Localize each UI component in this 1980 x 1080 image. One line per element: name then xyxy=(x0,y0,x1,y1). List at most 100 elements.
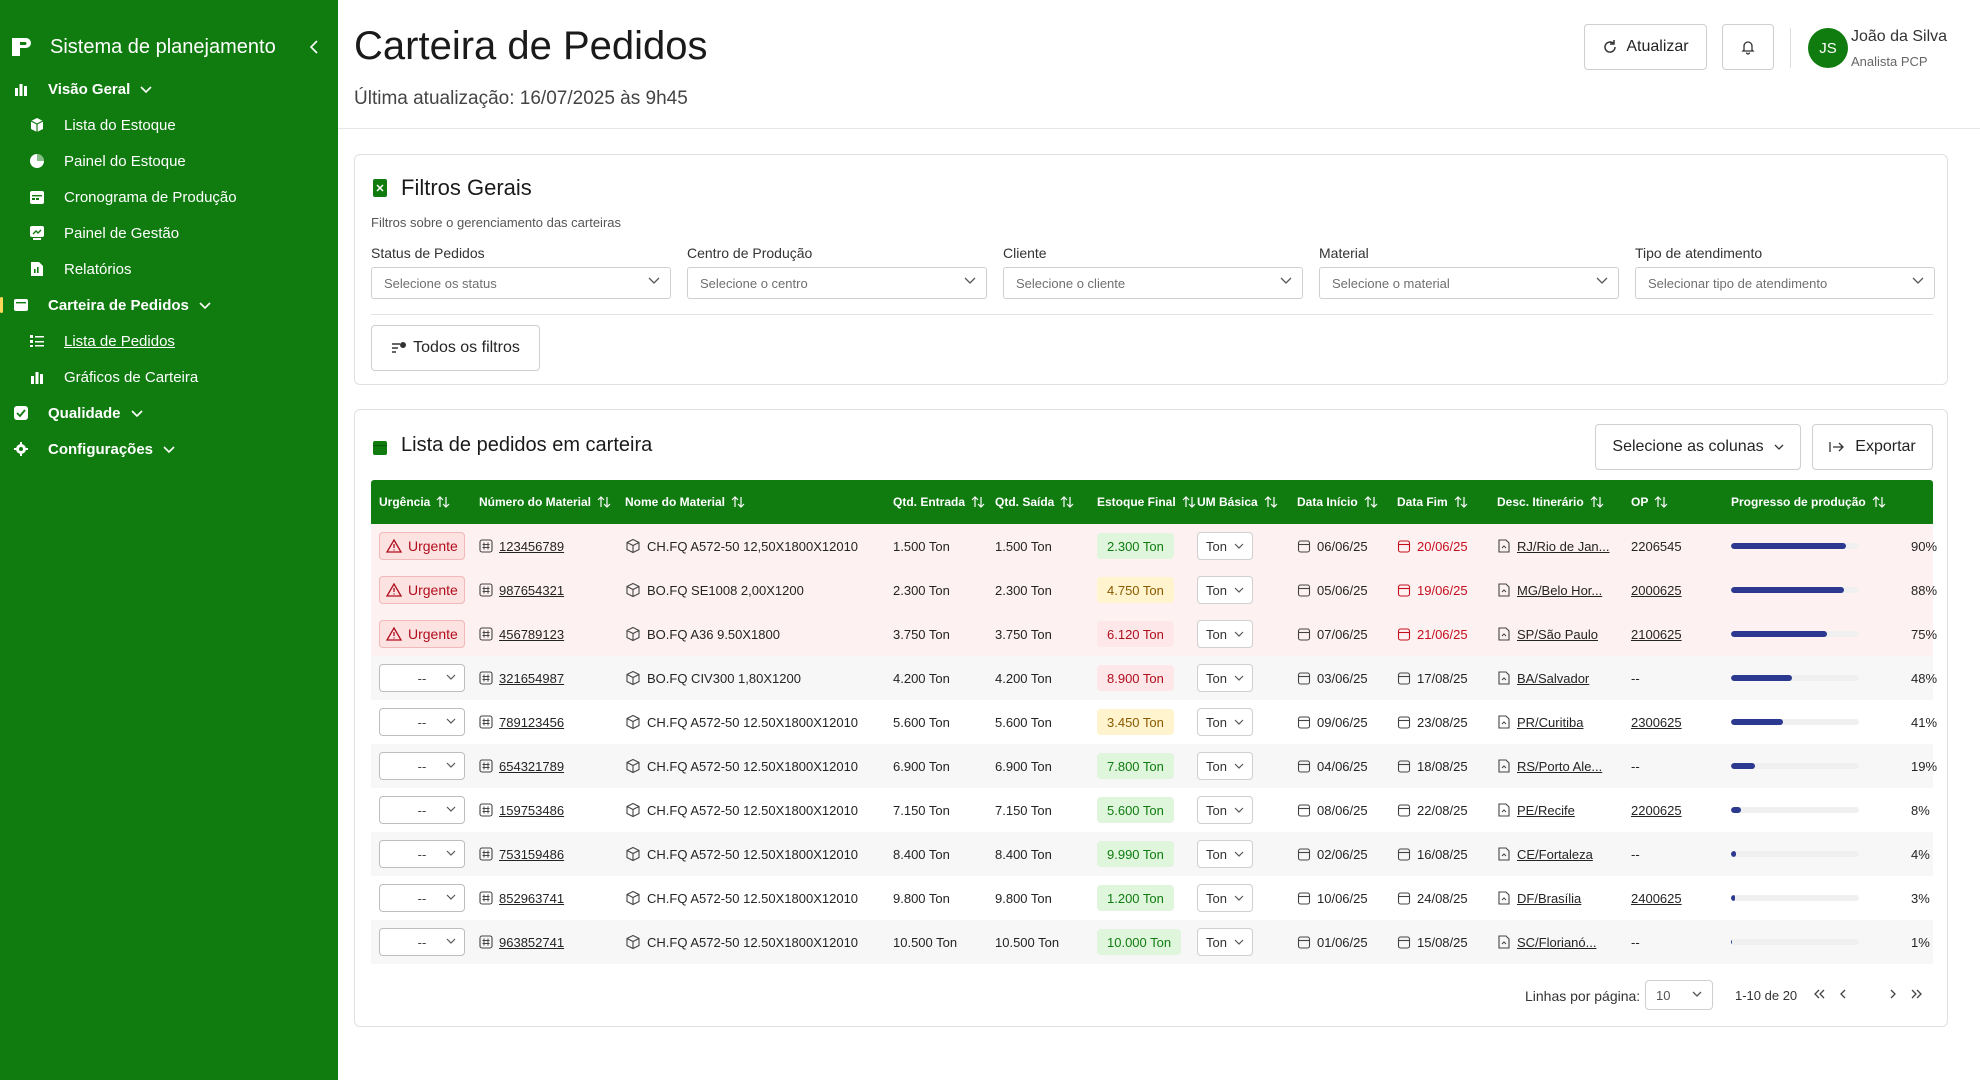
route-cell[interactable]: SC/Florianó... xyxy=(1497,920,1596,964)
all-filters-button[interactable]: Todos os filtros xyxy=(371,325,540,371)
column-header[interactable]: Qtd. Entrada xyxy=(893,480,985,524)
material-number-link[interactable]: 321654987 xyxy=(499,670,565,686)
sort-icon[interactable] xyxy=(1872,496,1886,508)
rows-per-page-select[interactable]: 10 xyxy=(1645,980,1713,1010)
filter-select-centro[interactable]: Selecione o centro xyxy=(687,267,987,299)
column-header[interactable]: OP xyxy=(1631,480,1668,524)
route-link[interactable]: SP/São Paulo xyxy=(1517,626,1598,642)
table-row[interactable]: Urgente 123456789 CH.FQ A572-50 12,50X1800… xyxy=(371,524,1937,568)
material-number-cell[interactable]: 654321789 xyxy=(479,744,564,788)
column-header[interactable]: UM Básica xyxy=(1197,480,1278,524)
sort-icon[interactable] xyxy=(436,496,450,508)
sidebar-group-qualidade[interactable]: Qualidade xyxy=(0,395,338,431)
route-cell[interactable]: PR/Curitiba xyxy=(1497,700,1583,744)
route-cell[interactable]: BA/Salvador xyxy=(1497,656,1589,700)
um-select[interactable]: Ton xyxy=(1197,752,1253,780)
sort-icon[interactable] xyxy=(1454,496,1468,508)
op-value[interactable]: 2400625 xyxy=(1631,890,1682,906)
table-row[interactable]: -- 159753486 CH.FQ A572-50 12.50X1800X1201… xyxy=(371,788,1933,832)
material-number-cell[interactable]: 789123456 xyxy=(479,700,564,744)
route-link[interactable]: PR/Curitiba xyxy=(1517,714,1584,730)
route-cell[interactable]: DF/Brasília xyxy=(1497,876,1581,920)
material-number-link[interactable]: 963852741 xyxy=(499,934,565,950)
sort-icon[interactable] xyxy=(597,496,611,508)
sort-icon[interactable] xyxy=(1654,496,1668,508)
sidebar-group-visao-geral[interactable]: Visão Geral xyxy=(0,71,338,107)
route-cell[interactable]: RJ/Rio de Jan... xyxy=(1497,524,1610,568)
route-link[interactable]: DF/Brasília xyxy=(1517,890,1582,906)
um-select[interactable]: Ton xyxy=(1197,620,1253,648)
route-link[interactable]: RS/Porto Ale... xyxy=(1517,758,1603,774)
export-button[interactable]: Exportar xyxy=(1812,424,1933,470)
um-select[interactable]: Ton xyxy=(1197,532,1253,560)
refresh-button[interactable]: Atualizar xyxy=(1584,24,1707,70)
route-cell[interactable]: PE/Recife xyxy=(1497,788,1575,832)
filter-select-tipo[interactable]: Selecionar tipo de atendimento xyxy=(1635,267,1935,299)
sidebar-item-relatorios[interactable]: Relatórios xyxy=(0,251,338,287)
notifications-button[interactable] xyxy=(1722,24,1774,70)
sort-icon[interactable] xyxy=(1590,496,1604,508)
column-header[interactable]: Data Início xyxy=(1297,480,1378,524)
table-row[interactable]: -- 753159486 CH.FQ A572-50 12.50X1800X1201… xyxy=(371,832,1933,876)
material-number-link[interactable]: 789123456 xyxy=(499,714,565,730)
table-row[interactable]: -- 852963741 CH.FQ A572-50 12.50X1800X1201… xyxy=(371,876,1933,920)
route-link[interactable]: RJ/Rio de Jan... xyxy=(1517,538,1610,554)
urgency-select[interactable]: -- xyxy=(379,884,465,912)
sort-icon[interactable] xyxy=(731,496,745,508)
sidebar-item-lista-pedidos[interactable]: Lista de Pedidos xyxy=(0,323,338,359)
um-select[interactable]: Ton xyxy=(1197,928,1253,956)
material-number-link[interactable]: 654321789 xyxy=(499,758,565,774)
column-header[interactable]: Número do Material xyxy=(479,480,611,524)
sidebar-group-configuracoes[interactable]: Configurações xyxy=(0,431,338,467)
route-link[interactable]: SC/Florianó... xyxy=(1517,934,1597,950)
table-row[interactable]: -- 321654987 BO.FQ CIV300 1,80X1200 4.200 T… xyxy=(371,656,1937,700)
material-number-link[interactable]: 159753486 xyxy=(499,802,565,818)
urgency-select[interactable]: -- xyxy=(379,840,465,868)
urgency-select[interactable]: -- xyxy=(379,928,465,956)
material-number-cell[interactable]: 321654987 xyxy=(479,656,564,700)
route-cell[interactable]: CE/Fortaleza xyxy=(1497,832,1593,876)
material-number-cell[interactable]: 123456789 xyxy=(479,524,564,568)
table-row[interactable]: -- 963852741 CH.FQ A572-50 12.50X1800X1201… xyxy=(371,920,1933,964)
op-value[interactable]: 2300625 xyxy=(1631,714,1682,730)
material-number-cell[interactable]: 456789123 xyxy=(479,612,564,656)
sidebar-item-lista-estoque[interactable]: Lista do Estoque xyxy=(0,107,338,143)
um-select[interactable]: Ton xyxy=(1197,664,1253,692)
op-value[interactable]: 2100625 xyxy=(1631,626,1682,642)
table-row[interactable]: -- 654321789 CH.FQ A572-50 12.50X1800X1201… xyxy=(371,744,1937,788)
material-number-cell[interactable]: 963852741 xyxy=(479,920,564,964)
column-header[interactable]: Desc. Itinerário xyxy=(1497,480,1604,524)
filter-select-cliente[interactable]: Selecione o cliente xyxy=(1003,267,1303,299)
first-page-button[interactable] xyxy=(1807,982,1831,1006)
table-row[interactable]: -- 789123456 CH.FQ A572-50 12.50X1800X1201… xyxy=(371,700,1937,744)
route-link[interactable]: MG/Belo Hor... xyxy=(1517,582,1603,598)
prev-page-button[interactable] xyxy=(1831,982,1855,1006)
sidebar-item-graficos[interactable]: Gráficos de Carteira xyxy=(0,359,338,395)
column-header[interactable]: Qtd. Saída xyxy=(995,480,1074,524)
sidebar-item-cronograma[interactable]: Cronograma de Produção xyxy=(0,179,338,215)
route-cell[interactable]: RS/Porto Ale... xyxy=(1497,744,1602,788)
material-number-cell[interactable]: 852963741 xyxy=(479,876,564,920)
sort-icon[interactable] xyxy=(1364,496,1378,508)
avatar[interactable]: JS xyxy=(1808,28,1848,68)
column-header[interactable]: Estoque Final xyxy=(1097,480,1196,524)
column-header[interactable]: Urgência xyxy=(379,480,450,524)
urgency-select[interactable]: -- xyxy=(379,708,465,736)
urgency-select[interactable]: -- xyxy=(379,752,465,780)
material-number-link[interactable]: 456789123 xyxy=(499,626,565,642)
sort-icon[interactable] xyxy=(971,496,985,508)
filter-select-material[interactable]: Selecione o material xyxy=(1319,267,1619,299)
column-header[interactable]: Data Fim xyxy=(1397,480,1468,524)
um-select[interactable]: Ton xyxy=(1197,840,1253,868)
sidebar-item-painel-estoque[interactable]: Painel do Estoque xyxy=(0,143,338,179)
urgency-select[interactable]: -- xyxy=(379,796,465,824)
um-select[interactable]: Ton xyxy=(1197,576,1253,604)
op-value[interactable]: 2000625 xyxy=(1631,582,1682,598)
material-number-link[interactable]: 852963741 xyxy=(499,890,565,906)
select-columns-button[interactable]: Selecione as colunas xyxy=(1595,424,1801,470)
urgency-select[interactable]: -- xyxy=(379,664,465,692)
collapse-sidebar-icon[interactable] xyxy=(302,35,326,59)
route-cell[interactable]: SP/São Paulo xyxy=(1497,612,1598,656)
material-number-cell[interactable]: 987654321 xyxy=(479,568,564,612)
material-number-link[interactable]: 987654321 xyxy=(499,582,565,598)
